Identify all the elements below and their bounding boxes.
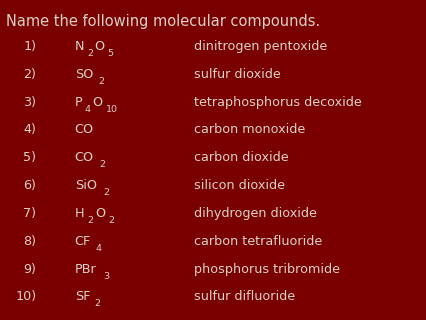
Text: dihydrogen dioxide: dihydrogen dioxide (194, 207, 317, 220)
Text: PBr: PBr (75, 263, 96, 276)
Text: 4: 4 (95, 244, 101, 253)
Text: N: N (75, 40, 84, 53)
Text: sulfur difluoride: sulfur difluoride (194, 291, 295, 303)
Text: 7): 7) (23, 207, 36, 220)
Text: CO: CO (75, 124, 94, 136)
Text: 2: 2 (108, 216, 114, 225)
Text: 8): 8) (23, 235, 36, 248)
Text: 10): 10) (15, 291, 36, 303)
Text: 4): 4) (23, 124, 36, 136)
Text: 2: 2 (87, 216, 93, 225)
Text: 9): 9) (23, 263, 36, 276)
Text: 1): 1) (23, 40, 36, 53)
Text: O: O (95, 40, 105, 53)
Text: 2: 2 (87, 49, 93, 58)
Text: 3: 3 (103, 272, 109, 281)
Text: 2: 2 (103, 188, 109, 197)
Text: sulfur dioxide: sulfur dioxide (194, 68, 280, 81)
Text: silicon dioxide: silicon dioxide (194, 179, 285, 192)
Text: P: P (75, 96, 82, 108)
Text: Name the following molecular compounds.: Name the following molecular compounds. (6, 14, 320, 29)
Text: dinitrogen pentoxide: dinitrogen pentoxide (194, 40, 327, 53)
Text: carbon dioxide: carbon dioxide (194, 151, 288, 164)
Text: phosphorus tribromide: phosphorus tribromide (194, 263, 340, 276)
Text: 3): 3) (23, 96, 36, 108)
Text: O: O (95, 207, 105, 220)
Text: O: O (92, 96, 102, 108)
Text: tetraphosphorus decoxide: tetraphosphorus decoxide (194, 96, 361, 108)
Text: SF: SF (75, 291, 90, 303)
Text: SiO: SiO (75, 179, 97, 192)
Text: 2: 2 (99, 160, 105, 169)
Text: 5: 5 (107, 49, 113, 58)
Text: SO: SO (75, 68, 93, 81)
Text: 2: 2 (95, 300, 101, 308)
Text: H: H (75, 207, 84, 220)
Text: 6): 6) (23, 179, 36, 192)
Text: carbon monoxide: carbon monoxide (194, 124, 305, 136)
Text: 2: 2 (98, 77, 104, 86)
Text: CF: CF (75, 235, 91, 248)
Text: carbon tetrafluoride: carbon tetrafluoride (194, 235, 322, 248)
Text: 10: 10 (105, 105, 117, 114)
Text: CO: CO (75, 151, 94, 164)
Text: 5): 5) (23, 151, 36, 164)
Text: 2): 2) (23, 68, 36, 81)
Text: 4: 4 (84, 105, 90, 114)
